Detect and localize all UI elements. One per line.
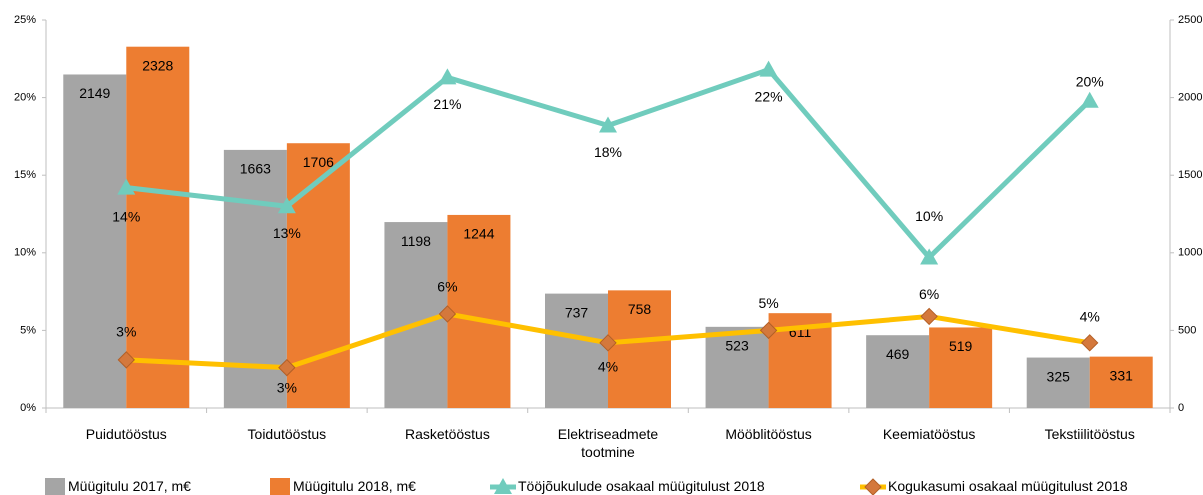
bar [1089,356,1153,408]
bar-label: 469 [886,346,910,362]
data-label: 22% [755,88,783,104]
bar-label: 523 [725,338,749,354]
bar [866,335,930,408]
legend-marker [494,478,512,494]
bar-label: 1198 [401,233,431,249]
legend-label: Müügitulu 2018, m€ [293,478,416,494]
x-tick-label: Elektriseadmete tootmine [557,426,659,460]
marker [1081,334,1099,352]
bar-label: 1706 [303,154,334,170]
legend-label: Tööjõukulude osakaal müügitulust 2018 [518,478,765,494]
marker [759,60,778,77]
bar-label: 758 [628,301,652,317]
marker [599,334,617,352]
data-label: 10% [915,208,943,224]
data-label: 20% [1076,73,1104,89]
legend-swatch [45,478,65,495]
bar [1026,357,1090,408]
y2-tick-label: 0 [1178,402,1184,414]
x-tick-label: Toidutööstus [247,426,327,442]
y2-tick-label: 1500 [1178,169,1202,181]
y2-tick-label: 2500 [1178,14,1202,26]
marker [920,248,939,265]
marker [759,321,778,340]
data-label: 18% [594,144,622,160]
bar [705,326,769,408]
y-tick-label: 25% [14,14,36,26]
legend-swatch [270,478,290,495]
legend-label: Müügitulu 2017, m€ [68,478,191,494]
bar-label: 331 [1110,367,1134,383]
bar-label: 1663 [240,161,271,177]
bar [63,74,127,409]
data-label: 5% [758,295,778,311]
legend-label: Kogukasumi osakaal müügitulust 2018 [888,478,1128,494]
data-label: 13% [273,225,301,241]
bar [126,46,190,409]
bar [929,327,993,408]
y-tick-label: 5% [20,324,36,336]
y2-tick-label: 500 [1178,324,1196,336]
data-label: 6% [437,279,457,295]
data-label: 4% [598,359,618,375]
marker [117,351,135,369]
marker [277,197,296,214]
marker [1080,91,1099,108]
y-tick-label: 15% [14,169,36,181]
bar [447,214,511,408]
y2-tick-label: 2000 [1178,92,1202,104]
data-label: 14% [112,208,140,224]
x-tick-label: Keemiatööstus [882,426,976,442]
marker [599,116,617,133]
legend-marker [864,478,882,495]
bar-label: 325 [1047,368,1071,384]
marker [920,307,938,326]
data-label: 4% [1080,309,1100,325]
data-label: 3% [277,379,297,395]
bar-label: 519 [949,338,973,354]
x-tick-label: Mööblitööstus [725,426,812,442]
marker [438,305,457,323]
y2-tick-label: 1000 [1178,247,1202,259]
bar [545,293,608,408]
data-label: 21% [433,96,461,112]
x-tick-label: Puidutööstus [85,426,167,442]
bar-label: 2328 [142,57,173,73]
marker [438,68,457,85]
y-tick-label: 10% [14,247,36,259]
data-label: 6% [919,286,939,302]
marker [278,358,296,377]
bar [608,290,671,408]
x-tick-label: Rasketööstus [405,426,490,442]
marker [117,178,136,195]
x-tick-label: Tekstiilitööstus [1044,426,1135,442]
y-tick-label: 0% [20,402,36,414]
bar-label: 2149 [79,85,110,101]
bar-label: 1244 [463,226,494,242]
y-tick-label: 20% [14,92,36,104]
data-label: 3% [116,324,136,340]
bar-label: 737 [565,304,589,320]
